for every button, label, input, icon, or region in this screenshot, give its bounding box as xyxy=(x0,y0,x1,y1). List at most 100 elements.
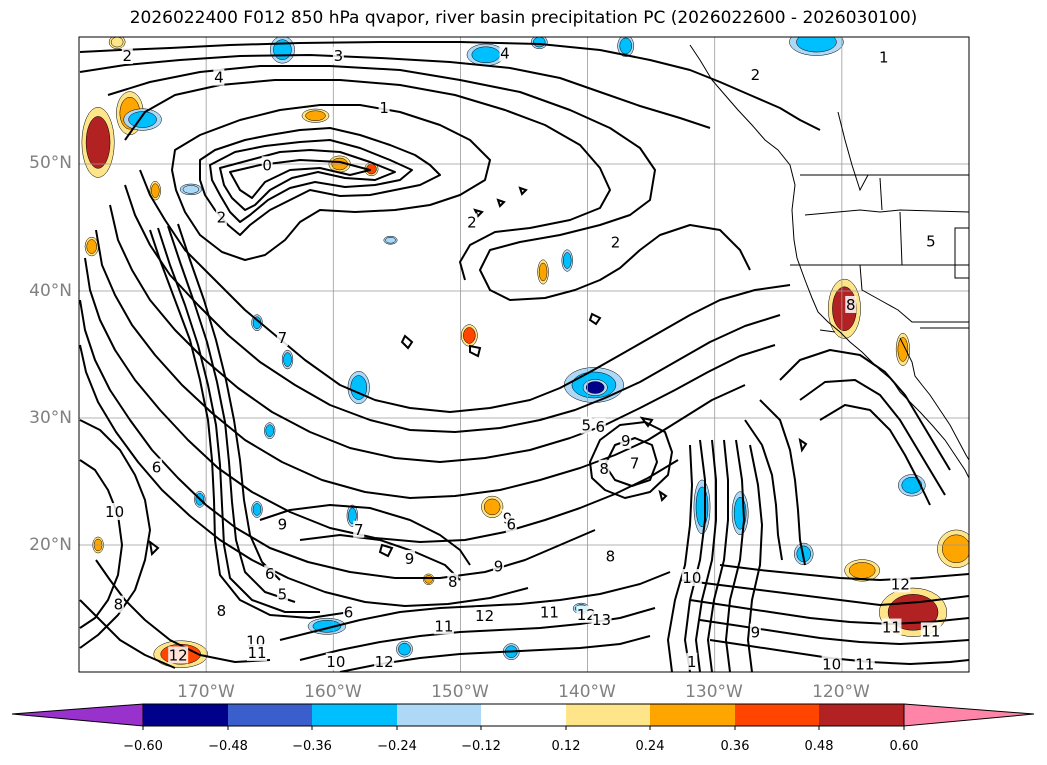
positive-pc-patch xyxy=(424,575,433,584)
positive-pc-patch xyxy=(897,337,909,362)
contour-label-bg xyxy=(276,515,288,533)
positive-pc-patch xyxy=(305,110,326,121)
contour-label-bg xyxy=(474,607,495,625)
contour-label: 5 xyxy=(278,586,288,604)
positive-pc-patch xyxy=(848,562,876,579)
colorbar-tick-label: 0.48 xyxy=(805,739,834,754)
lat-label-50: 50°N xyxy=(29,153,72,173)
lon-label-170w: 170°W xyxy=(177,682,235,702)
contour-label-bg xyxy=(920,622,941,640)
positive-pc-patch xyxy=(110,37,124,48)
contour-label: 11 xyxy=(855,655,874,673)
contour-label-bg xyxy=(576,605,597,623)
negative-pc-patch xyxy=(585,381,605,394)
precipitation-pc-layer xyxy=(81,37,969,668)
contour-label-bg xyxy=(505,515,517,533)
contour-label-bg xyxy=(925,232,937,250)
colorbar-frame xyxy=(142,703,905,727)
contour-label-bg xyxy=(681,569,702,587)
contour-label: 6 xyxy=(596,418,606,436)
contour-label-bg xyxy=(353,520,365,538)
contour-label-bg xyxy=(493,557,505,575)
contour-label: 10 xyxy=(822,655,841,673)
contour-label-bg xyxy=(404,549,416,567)
contour-label: 12 xyxy=(169,646,188,664)
contour-label-bg xyxy=(890,575,911,593)
colorbar-tick-label: −0.60 xyxy=(123,739,163,754)
contour-label-bg xyxy=(881,618,902,636)
map-panel: 2344102222585698710697656889899681010111… xyxy=(78,36,970,673)
contour-labels: 2344102222585698710697656889899681010111… xyxy=(104,44,941,673)
contour-label-bg xyxy=(276,585,288,603)
contour-label: 8 xyxy=(606,547,616,565)
contour-label-bg xyxy=(112,595,124,613)
contour-label: 8 xyxy=(846,296,856,314)
contour-label-bg xyxy=(374,652,395,670)
positive-pc-patch xyxy=(942,534,969,564)
colorbar-tick-label: −0.12 xyxy=(461,739,501,754)
contour-label: 10 xyxy=(326,653,345,671)
contour-label-bg xyxy=(261,156,273,174)
contour-label: 11 xyxy=(247,644,266,662)
contour-label: 1 xyxy=(687,653,697,671)
negative-pc-patch xyxy=(252,503,262,516)
graticule xyxy=(79,37,969,672)
colorbar-bin xyxy=(397,704,481,726)
contour-label: 12 xyxy=(577,606,596,624)
contour-label: 2 xyxy=(217,208,227,226)
contour-label: 10 xyxy=(682,569,701,587)
contour-label: 7 xyxy=(278,329,288,347)
negative-pc-patch xyxy=(562,252,572,269)
lon-label-160w: 160°W xyxy=(304,682,362,702)
contour-label: 0 xyxy=(262,156,272,174)
colorbar-bin xyxy=(735,704,819,726)
colorbar-bin xyxy=(312,704,397,726)
contour-label: 12 xyxy=(375,653,394,671)
negative-pc-patch xyxy=(901,477,923,494)
negative-pc-patch xyxy=(350,375,367,400)
lon-label-130w: 130°W xyxy=(685,682,743,702)
negative-pc-patch xyxy=(265,424,274,437)
contour-label: 6 xyxy=(265,565,275,583)
contour-label: 4 xyxy=(500,45,510,63)
colorbar-min-extend xyxy=(11,703,144,727)
contour-label: 8 xyxy=(217,602,227,620)
colorbar-ticks xyxy=(142,726,905,730)
contour-label: 6 xyxy=(507,516,517,534)
contour-label-bg xyxy=(686,652,698,670)
lat-label-40: 40°N xyxy=(29,281,72,301)
contour-label: 12 xyxy=(475,607,494,625)
map-title: 2026022400 F012 850 hPa qvapor, river ba… xyxy=(129,8,918,28)
contour-label-bg xyxy=(276,328,288,346)
contour-label-bg xyxy=(594,417,606,435)
contour-label-bg xyxy=(604,547,616,565)
negative-pc-patch xyxy=(533,37,546,48)
colorbar-tick-label: 0.36 xyxy=(721,739,750,754)
negative-pc-patch xyxy=(283,352,292,367)
contour-label: 5 xyxy=(926,232,936,250)
colorbar-bin xyxy=(819,704,904,726)
contour-label: 9 xyxy=(621,432,631,450)
negative-pc-patch xyxy=(348,507,357,525)
contour-label: 1 xyxy=(379,99,389,117)
colorbar-tick-label: 0.12 xyxy=(552,739,581,754)
negative-pc-patch xyxy=(619,37,632,55)
lon-label-120w: 120°W xyxy=(812,682,870,702)
negative-pc-patch xyxy=(471,46,501,64)
contour-label-bg xyxy=(749,66,761,84)
contour-label-bg xyxy=(620,431,632,449)
longitude-labels: 170°W 160°W 150°W 140°W 130°W 120°W xyxy=(177,682,870,702)
colorbar-tick-label: −0.24 xyxy=(377,739,417,754)
contour-label-bg xyxy=(466,213,478,231)
contour-label: 9 xyxy=(494,558,504,576)
contour-label: 11 xyxy=(434,617,453,635)
coastline xyxy=(689,44,969,479)
contour-label: 6 xyxy=(152,459,162,477)
contour-label: 2 xyxy=(751,66,761,84)
small-contour-rings xyxy=(148,186,808,558)
contour-label-bg xyxy=(247,643,267,661)
contour-label: 2 xyxy=(611,234,621,252)
contour-label-bg xyxy=(215,602,227,620)
positive-pc-patch xyxy=(85,116,111,169)
